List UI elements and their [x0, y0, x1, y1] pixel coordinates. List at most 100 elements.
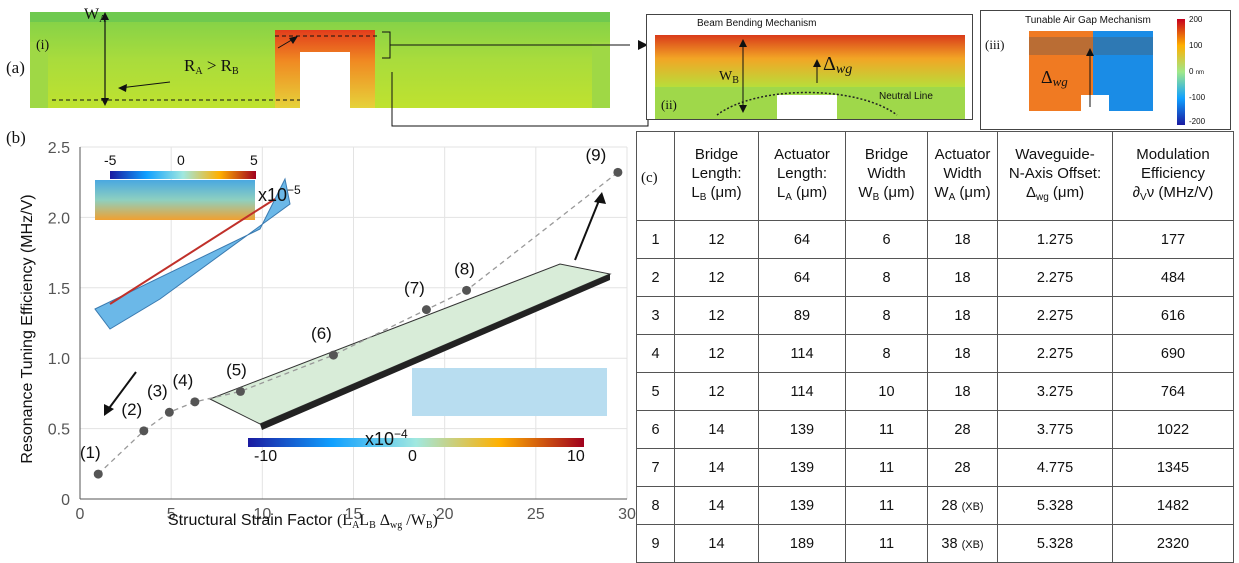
delta-wg-label-iii: Δwg: [1041, 67, 1068, 89]
beam-bending-title: Beam Bending Mechanism: [697, 18, 817, 29]
right-anchor: [592, 42, 610, 108]
table-cell-eff: 484: [1112, 258, 1234, 297]
inset-top-device: [94, 171, 291, 330]
table-row: 8 14 139 11 28 (XB) 5.328 1482: [636, 486, 1234, 525]
y-tick-label: 1.0: [48, 351, 70, 368]
table-cell-wb: 11: [845, 448, 928, 487]
table-cell-wb: 11: [845, 524, 928, 563]
table-row: 6 14 139 11 28 3.775 1022: [636, 410, 1234, 449]
data-point-label: (7): [404, 279, 425, 298]
data-point-label: (1): [80, 443, 101, 462]
table-row: 9 14 189 11 38 (XB) 5.328 2320: [636, 524, 1234, 563]
table-cell-wa: 28 (XB): [927, 486, 998, 525]
data-point-label: (8): [454, 259, 475, 278]
x-axis-label: Structural Strain Factor (LALB Δwg /WB): [168, 512, 438, 531]
data-point: [328, 350, 338, 360]
table-cell-wb: 10: [845, 372, 928, 411]
table-cell-la: 64: [758, 220, 846, 259]
inset-bottom-tick-neg10: -10: [254, 448, 278, 465]
y-tick-label: 2.5: [48, 140, 70, 157]
data-point: [421, 305, 431, 315]
table-cell-la: 64: [758, 258, 846, 297]
table-cell-la: 189: [758, 524, 846, 563]
colorbar-tick-neg100: -100: [1189, 93, 1206, 102]
table-header-5: Waveguide- N-Axis Offset: Δwg (μm): [997, 131, 1113, 221]
table-cell-dwg: 5.328: [997, 486, 1113, 525]
table-cell-dwg: 3.775: [997, 410, 1113, 449]
table-cell-lb: 14: [674, 410, 759, 449]
y-tick-label: 1.5: [48, 281, 70, 298]
table-cell-wa: 18: [927, 372, 998, 411]
data-points: (1) (2) (3)(4) (5) (6) (7) (8) (9): [80, 145, 623, 479]
table-cell-wb: 11: [845, 410, 928, 449]
data-point-label: (5): [226, 360, 247, 379]
table-cell-dwg: 4.775: [997, 448, 1113, 487]
data-point-label: (3): [147, 381, 168, 400]
wa-label: WA: [84, 6, 107, 25]
table-cell-eff: 764: [1112, 372, 1234, 411]
x-tick-label: 30: [618, 506, 636, 523]
chart-axes: 0 5 10 15 20 25 30 0 0.5 1.0 1.5 2.0 2.5: [48, 140, 636, 523]
y-tick-label: 2.0: [48, 210, 70, 227]
colorbar-tick-200: 200: [1189, 15, 1203, 24]
table-header-1: Bridge Length: LB (μm): [674, 131, 759, 221]
left-anchor: [30, 42, 48, 108]
table-cell-wb: 8: [845, 258, 928, 297]
table-cell-lb: 12: [674, 334, 759, 373]
colorbar-tick-neg200: -200: [1189, 117, 1206, 126]
table-row: 5 12 114 10 18 3.275 764: [636, 372, 1234, 411]
table-header-row: (c) Bridge Length: LB (μm) Actuator Length: L…: [636, 131, 1234, 221]
table-cell-wb: 11: [845, 486, 928, 525]
callout-arrows: [104, 192, 606, 416]
data-point: [93, 469, 103, 479]
table-cell-wb: 8: [845, 296, 928, 335]
inset-top-tick-0: 0: [177, 152, 185, 168]
table-cell-wb: 8: [845, 334, 928, 373]
air-gap-title: Tunable Air Gap Mechanism: [1025, 15, 1151, 26]
table-cell-lb: 12: [674, 220, 759, 259]
table-header-2: Actuator Length: LA (μm): [758, 131, 846, 221]
data-point: [190, 397, 200, 407]
inset-bottom-scale: x10−4: [365, 427, 408, 449]
panel-a-label: (a): [6, 58, 25, 77]
data-point: [462, 285, 472, 295]
table-cell-lb: 12: [674, 372, 759, 411]
table-cell-eff: 1022: [1112, 410, 1234, 449]
table-cell-wb: 6: [845, 220, 928, 259]
data-point: [235, 386, 245, 396]
table-cell-dwg: 1.275: [997, 220, 1113, 259]
table-cell-dwg: 3.275: [997, 372, 1113, 411]
table-cell-lb: 12: [674, 258, 759, 297]
table-cell-eff: 690: [1112, 334, 1234, 373]
table-row: 4 12 114 8 18 2.275 690: [636, 334, 1234, 373]
x-tick-label: 15: [345, 506, 363, 523]
table-header-3: Bridge Width WB (μm): [845, 131, 928, 221]
radius-label: RA > RB: [184, 56, 239, 77]
inset-top-colorbar: [110, 171, 256, 179]
sub-ii-label: (ii): [661, 97, 677, 112]
y-tick-label: 0.5: [48, 422, 70, 439]
table-cell-n: 8: [636, 486, 675, 525]
x-tick-label: 5: [167, 506, 176, 523]
table-row: 2 12 64 8 18 2.275 484: [636, 258, 1234, 297]
table-cell-la: 139: [758, 448, 846, 487]
table-cell-eff: 616: [1112, 296, 1234, 335]
x-tick-label: 20: [436, 506, 454, 523]
panel-a-connector: [391, 72, 649, 127]
air-gap-box: (iii) Tunable Air Gap Mechanism Δwg 200 …: [980, 10, 1231, 130]
y-tick-label: 0: [61, 492, 70, 509]
air-gap-figure: [1029, 19, 1185, 125]
y-axis-label: Resonance Tuning Efficiency (MHz/V): [19, 194, 36, 464]
table-row: 3 12 89 8 18 2.275 616: [636, 296, 1234, 335]
data-point: [613, 167, 623, 177]
inset-top-scale: x10−5: [258, 183, 301, 205]
strain-efficiency-chart: 0 5 10 15 20 25 30 0 0.5 1.0 1.5 2.0 2.5 (1) (2) (3)(4…: [48, 140, 636, 523]
table-cell-n: 7: [636, 448, 675, 487]
table-cell-wa: 28: [927, 448, 998, 487]
table-cell-dwg: 2.275: [997, 296, 1113, 335]
trend-line-path: [97, 171, 619, 475]
parameter-table: (c) Bridge Length: LB (μm) Actuator Length: L…: [636, 131, 1234, 563]
table-cell-n: 9: [636, 524, 675, 563]
neutral-line-label: Neutral Line: [879, 91, 933, 102]
colorbar: [1177, 19, 1185, 125]
